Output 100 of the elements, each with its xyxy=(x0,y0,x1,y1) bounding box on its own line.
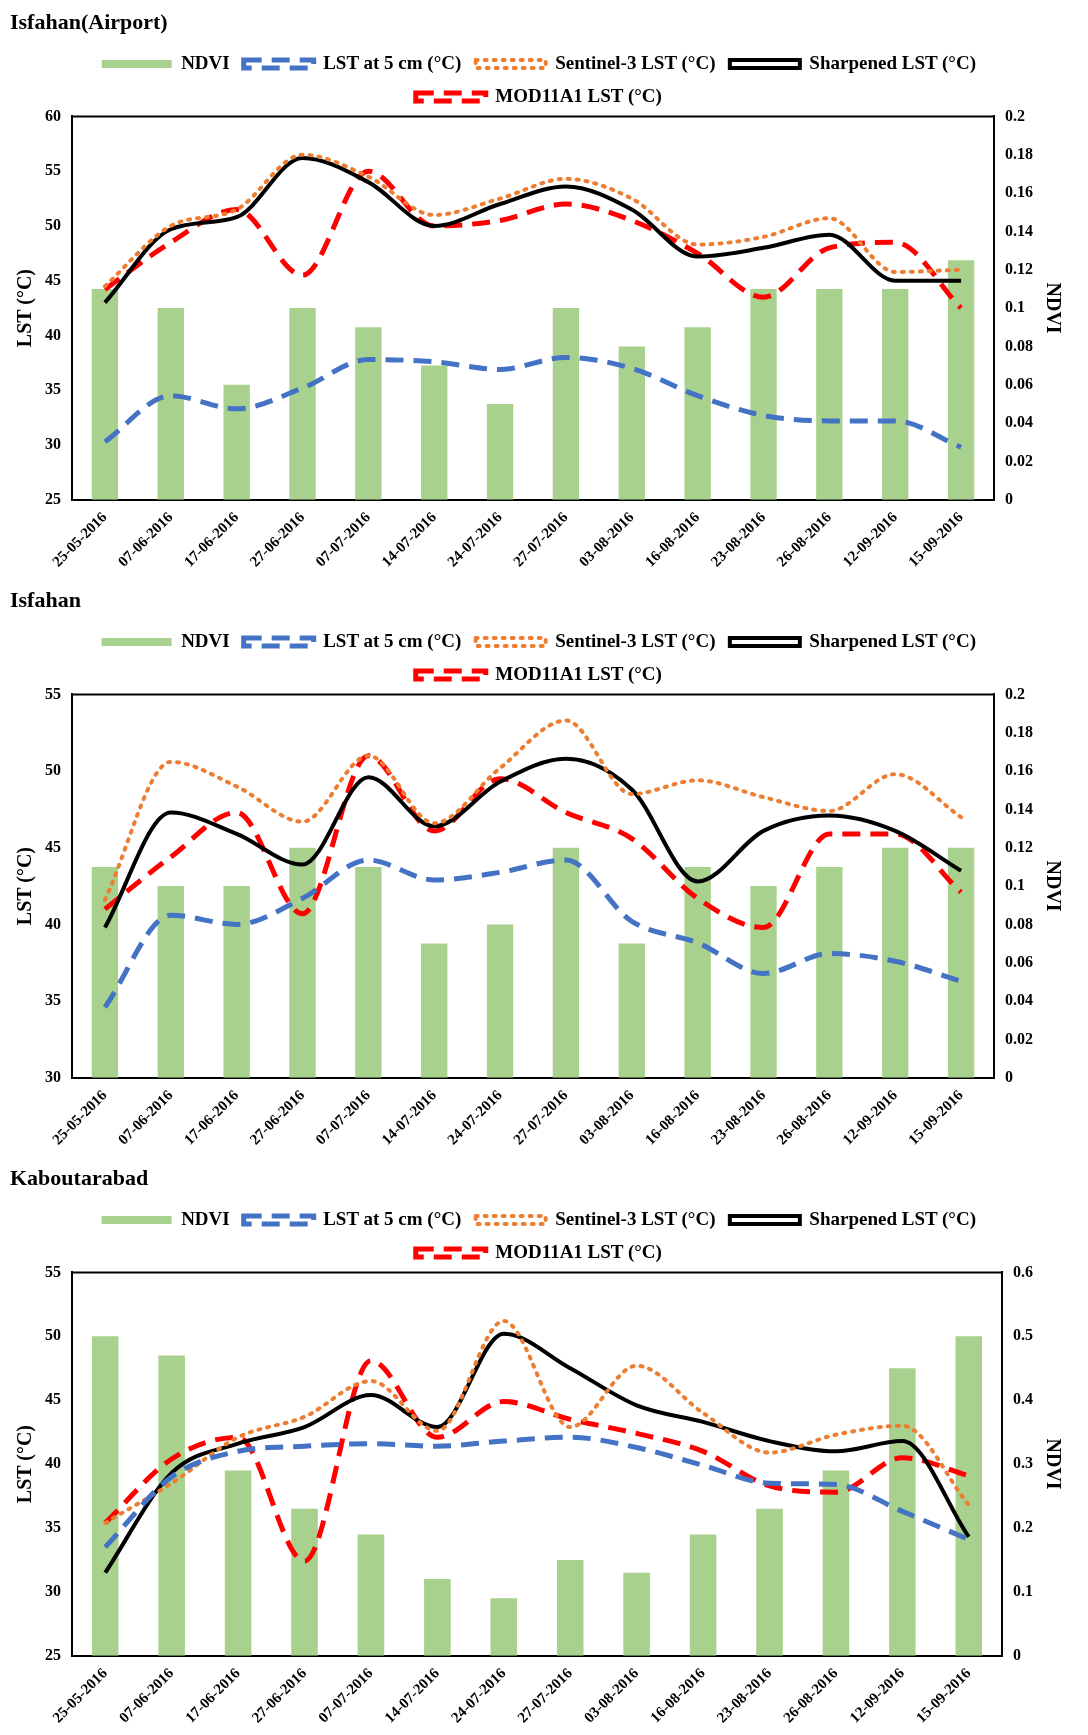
y2-tick-label: 0.1 xyxy=(1005,298,1025,316)
bar xyxy=(684,327,711,500)
bar xyxy=(623,1572,650,1656)
bar xyxy=(618,943,645,1078)
line-series xyxy=(102,718,964,902)
y2-tick-label: 0.18 xyxy=(1005,722,1033,740)
bar xyxy=(486,403,514,500)
bar xyxy=(947,847,975,1078)
bar xyxy=(882,288,909,500)
y2-tick-label: 0.2 xyxy=(1005,106,1025,124)
y2-axis-title: NDVI xyxy=(1042,282,1065,334)
legend-label: LST at 5 cm (°C) xyxy=(323,51,462,74)
bar xyxy=(91,1336,119,1656)
bar xyxy=(889,1368,916,1656)
bar xyxy=(684,866,711,1078)
bar xyxy=(224,1470,252,1656)
legend-label: Sharpened LST (°C) xyxy=(809,51,977,74)
chart-title: Isfahan(Airport) xyxy=(10,8,168,34)
y-tick-label: 40 xyxy=(45,325,61,343)
y-tick-label: 25 xyxy=(45,1645,61,1663)
line-series xyxy=(103,1331,971,1575)
y2-tick-label: 0.12 xyxy=(1005,837,1033,855)
y-tick-label: 50 xyxy=(45,761,61,779)
bar xyxy=(421,943,448,1078)
bar xyxy=(618,346,645,500)
bar xyxy=(424,1579,451,1656)
bar xyxy=(291,1508,318,1656)
legend-label: NDVI xyxy=(181,629,230,651)
bar xyxy=(355,327,382,500)
y-tick-label: 55 xyxy=(45,1262,61,1280)
bar xyxy=(223,886,250,1078)
y-tick-label: 30 xyxy=(45,435,61,453)
legend-label: Sharpened LST (°C) xyxy=(809,1207,977,1230)
bar xyxy=(556,1559,584,1656)
y2-tick-label: 0.06 xyxy=(1005,374,1033,392)
y2-tick-label: 0.04 xyxy=(1005,991,1033,1009)
y2-tick-label: 0.08 xyxy=(1005,336,1033,354)
y-axis-title: LST (°C) xyxy=(13,1424,37,1504)
y2-tick-label: 0.5 xyxy=(1013,1326,1033,1344)
legend-label: Sentinel-3 LST (°C) xyxy=(555,1207,716,1230)
y-tick-label: 55 xyxy=(45,684,61,702)
y2-tick-label: 0.1 xyxy=(1013,1582,1033,1600)
bar xyxy=(355,866,382,1078)
legend-label: MOD11A1 LST (°C) xyxy=(495,84,662,107)
bar xyxy=(955,1336,983,1656)
legend-label: MOD11A1 LST (°C) xyxy=(495,1240,662,1263)
y2-tick-label: 0.14 xyxy=(1005,799,1033,817)
y2-tick-label: 0.2 xyxy=(1005,684,1025,702)
bar xyxy=(91,866,119,1078)
bar xyxy=(689,1534,717,1656)
y-tick-label: 35 xyxy=(45,380,61,398)
chart-title: Isfahan xyxy=(10,586,81,612)
y-tick-label: 25 xyxy=(45,489,61,507)
y2-tick-label: 0 xyxy=(1005,1067,1013,1085)
legend-label: LST at 5 cm (°C) xyxy=(323,629,462,652)
legend-label: Sentinel-3 LST (°C) xyxy=(555,51,716,74)
y2-axis-title: NDVI xyxy=(1042,1438,1065,1490)
legend-label: MOD11A1 LST (°C) xyxy=(495,662,662,685)
y2-tick-label: 0.08 xyxy=(1005,914,1033,932)
bar xyxy=(421,365,448,500)
y-tick-label: 50 xyxy=(45,216,61,234)
bar xyxy=(552,847,580,1078)
legend-label: LST at 5 cm (°C) xyxy=(323,1207,462,1230)
bar xyxy=(357,1534,385,1656)
y2-tick-label: 0.02 xyxy=(1005,451,1033,469)
bar xyxy=(816,288,843,500)
y-tick-label: 50 xyxy=(45,1326,61,1344)
bar xyxy=(158,1355,185,1656)
y-axis-title: LST (°C) xyxy=(13,846,37,926)
line-series xyxy=(103,1318,971,1525)
bar xyxy=(289,847,316,1078)
y2-tick-label: 0.6 xyxy=(1013,1262,1033,1280)
y-tick-label: 30 xyxy=(45,1582,61,1600)
y-axis-title: LST (°C) xyxy=(13,268,37,348)
y2-tick-label: 0.16 xyxy=(1005,183,1033,201)
bar xyxy=(750,288,777,500)
bar xyxy=(756,1508,783,1656)
chart-title: Kaboutarabad xyxy=(10,1164,149,1190)
legend-label: NDVI xyxy=(181,51,230,73)
y-tick-label: 45 xyxy=(45,270,61,288)
bar xyxy=(289,308,316,500)
y-tick-label: 40 xyxy=(45,914,61,932)
y-tick-label: 35 xyxy=(45,1518,61,1536)
bar xyxy=(223,384,250,500)
y2-tick-label: 0.1 xyxy=(1005,876,1025,894)
bar xyxy=(91,288,119,500)
y2-tick-label: 0.06 xyxy=(1005,952,1033,970)
bar xyxy=(816,866,843,1078)
y-tick-label: 45 xyxy=(45,837,61,855)
y2-tick-label: 0.02 xyxy=(1005,1029,1033,1047)
y-tick-label: 55 xyxy=(45,161,61,179)
y2-tick-label: 0.12 xyxy=(1005,259,1033,277)
legend-label: Sentinel-3 LST (°C) xyxy=(555,629,716,652)
bar xyxy=(822,1470,850,1656)
y2-tick-label: 0 xyxy=(1005,489,1013,507)
bar xyxy=(750,886,777,1078)
legend-label: Sharpened LST (°C) xyxy=(809,629,977,652)
y-tick-label: 40 xyxy=(45,1454,61,1472)
bar xyxy=(552,308,580,500)
y-tick-label: 60 xyxy=(45,106,61,124)
